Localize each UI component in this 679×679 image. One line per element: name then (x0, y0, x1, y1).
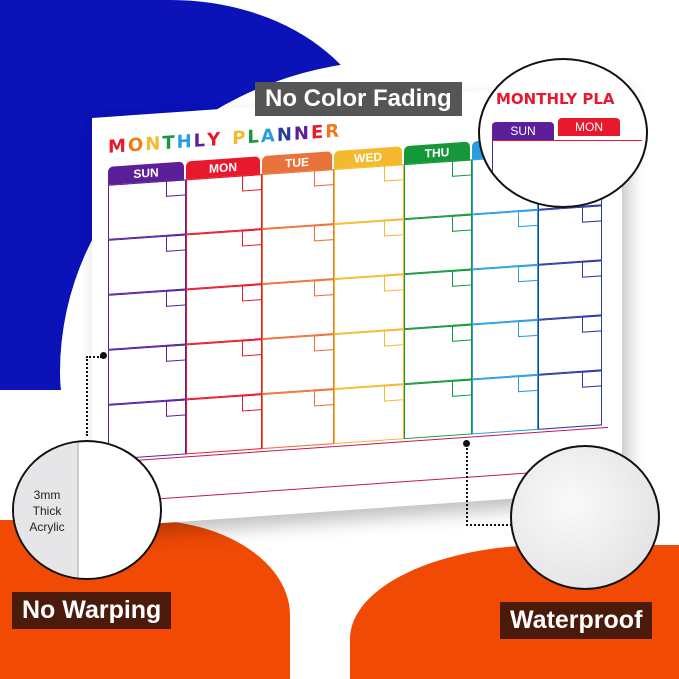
day-cell (538, 315, 602, 375)
title-letter: Y (207, 128, 223, 151)
date-box (166, 344, 186, 362)
date-box (518, 264, 538, 283)
title-letter: L (193, 129, 208, 152)
date-box (452, 214, 472, 232)
date-box (314, 334, 334, 352)
callout-dot (100, 352, 107, 359)
day-cell (472, 319, 538, 380)
title-letter: N (276, 123, 294, 147)
no-warping-label: No Warping (12, 592, 172, 629)
day-cell (186, 339, 262, 400)
day-cell (404, 159, 472, 220)
title-letter: A (260, 125, 277, 148)
day-cell (404, 214, 472, 275)
date-box (582, 315, 602, 333)
day-cell (108, 179, 186, 240)
day-cell (404, 269, 472, 330)
title-letter: L (247, 126, 261, 149)
day-cell (108, 344, 186, 405)
day-cell (262, 279, 334, 340)
callout-line (86, 356, 102, 358)
date-box (242, 339, 262, 357)
title-letter: E (310, 121, 326, 144)
date-box (384, 384, 404, 402)
date-box (242, 284, 262, 302)
date-box (242, 394, 262, 412)
day-cell (472, 374, 538, 435)
day-cell (334, 384, 404, 445)
date-box (518, 374, 538, 393)
zoom-grid (492, 140, 642, 206)
callout-line (466, 444, 468, 526)
title-letter: T (162, 132, 177, 155)
day-cell (108, 234, 186, 295)
title-letter: P (232, 127, 248, 150)
day-cell (262, 389, 334, 450)
date-box (582, 205, 602, 223)
callout-line (86, 356, 88, 436)
title-letter: N (293, 122, 311, 145)
date-box (242, 229, 262, 247)
callout-dot (463, 440, 470, 447)
date-box (314, 169, 334, 187)
thickness-text: 3mm Thick Acrylic (29, 488, 65, 534)
day-cell (186, 174, 262, 235)
date-box (314, 279, 334, 297)
date-box (452, 159, 472, 177)
day-cell (262, 334, 334, 395)
day-cell (472, 264, 538, 325)
date-box (452, 324, 472, 342)
day-cell (262, 169, 334, 230)
acrylic-edge (14, 442, 79, 578)
day-cell (334, 274, 404, 335)
date-box (384, 164, 404, 182)
day-cell (334, 329, 404, 390)
day-cell (334, 164, 404, 225)
date-box (384, 219, 404, 237)
date-box (452, 379, 472, 397)
day-cell (538, 370, 602, 430)
date-box (452, 269, 472, 287)
title-letter (222, 144, 232, 145)
day-cell (334, 219, 404, 280)
date-box (242, 174, 262, 192)
water-droplets-circle (510, 445, 660, 590)
title-letter: N (145, 133, 163, 156)
no-color-fading-label: No Color Fading (255, 82, 462, 116)
zoom-day-sun: SUN (492, 122, 554, 140)
zoom-day-mon: MON (558, 118, 620, 136)
day-cell (186, 229, 262, 290)
callout-line (466, 524, 512, 526)
date-box (384, 329, 404, 347)
day-cell (186, 284, 262, 345)
date-box (582, 370, 602, 388)
waterproof-label: Waterproof (500, 602, 653, 639)
day-cell (262, 224, 334, 285)
date-box (314, 389, 334, 407)
date-box (166, 234, 186, 252)
date-box (518, 319, 538, 338)
thickness-callout-circle: 3mm Thick Acrylic (12, 440, 162, 580)
date-box (166, 399, 186, 417)
day-cell (472, 209, 538, 270)
title-letter: M (108, 135, 128, 158)
day-cell (538, 205, 602, 265)
day-cell (538, 260, 602, 320)
title-letter: H (176, 130, 194, 154)
day-cell (404, 379, 472, 440)
date-box (314, 224, 334, 242)
zoom-callout-circle: MONTHLY PLA SUN MON (478, 58, 648, 208)
date-box (518, 209, 538, 228)
zoom-title: MONTHLY PLA (496, 90, 615, 108)
date-box (166, 179, 186, 197)
day-cell (108, 289, 186, 350)
date-box (166, 289, 186, 307)
title-letter: R (325, 120, 342, 143)
day-cell (404, 324, 472, 385)
title-letter: O (127, 134, 146, 157)
date-box (582, 260, 602, 278)
date-box (384, 274, 404, 292)
day-cell (186, 394, 262, 455)
